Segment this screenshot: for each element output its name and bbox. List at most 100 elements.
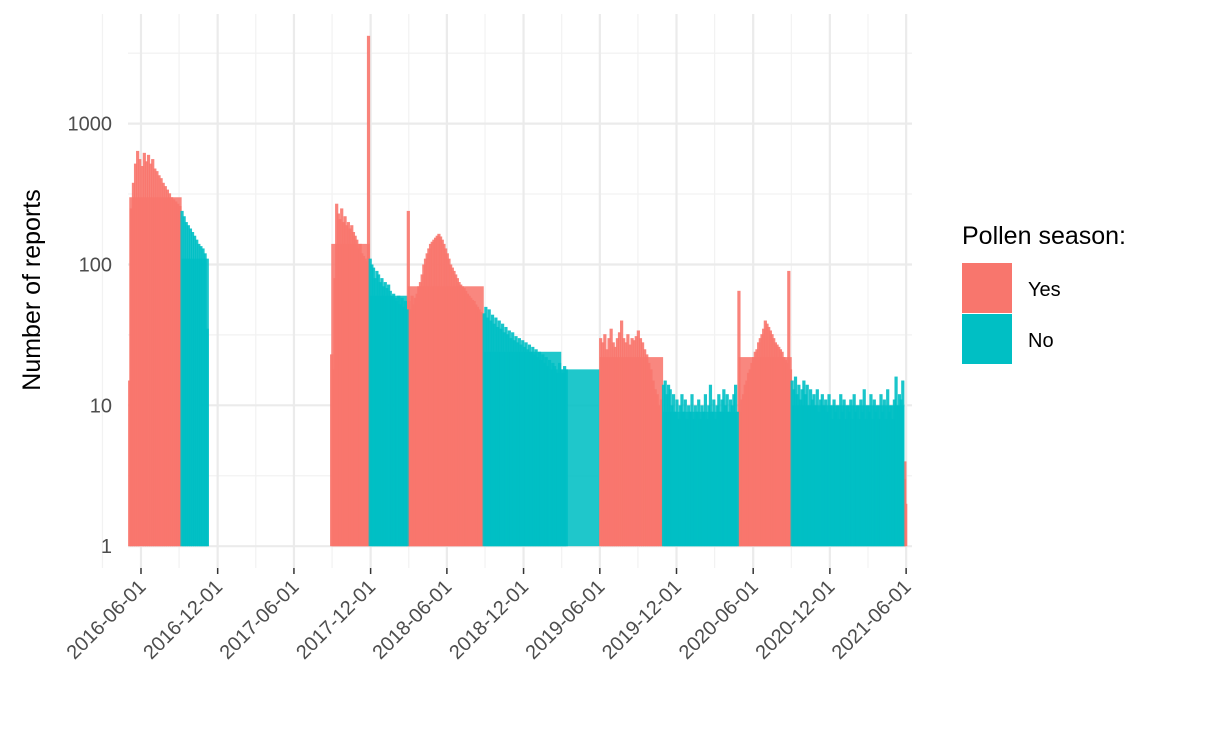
bar-yes bbox=[341, 222, 345, 547]
bar-no bbox=[495, 326, 500, 547]
bar-no bbox=[832, 399, 836, 547]
bar-yes bbox=[743, 384, 747, 547]
bar-no bbox=[199, 246, 203, 547]
bar-no bbox=[484, 306, 488, 547]
bar-no bbox=[871, 418, 875, 547]
bar-yes bbox=[651, 380, 655, 547]
bar-no bbox=[677, 418, 681, 547]
bar-no bbox=[693, 405, 697, 547]
bar-yes bbox=[129, 208, 133, 547]
bar-no bbox=[511, 332, 515, 547]
bar-yes bbox=[413, 297, 418, 547]
x-tick-label: 2021-06-01 bbox=[828, 576, 916, 664]
bar-no bbox=[197, 243, 201, 547]
bar-no bbox=[519, 344, 523, 547]
bar-no bbox=[877, 418, 881, 547]
bar-no bbox=[532, 354, 537, 547]
bar-no bbox=[837, 418, 841, 547]
bar-no bbox=[392, 293, 396, 547]
bar-yes bbox=[772, 338, 776, 547]
bar-no bbox=[371, 267, 376, 547]
bar-no bbox=[812, 394, 816, 547]
bar-no bbox=[844, 418, 848, 547]
bar-yes bbox=[444, 248, 448, 547]
bar-no bbox=[504, 326, 508, 547]
bar-yes bbox=[904, 503, 908, 547]
bar-yes bbox=[655, 394, 659, 547]
bar-no bbox=[390, 295, 394, 547]
bar-no bbox=[723, 405, 728, 547]
bar-no bbox=[527, 344, 532, 547]
x-tick-label: 2016-12-01 bbox=[139, 576, 227, 664]
bar-no bbox=[847, 411, 851, 547]
bar-no bbox=[521, 340, 525, 547]
bar-yes bbox=[408, 309, 413, 547]
bar-no bbox=[517, 338, 521, 547]
bar-no bbox=[822, 405, 826, 547]
bar-no bbox=[790, 380, 794, 547]
bar-no bbox=[541, 354, 545, 547]
bar-yes bbox=[360, 253, 364, 547]
bar-yes bbox=[345, 225, 349, 547]
bar-no bbox=[186, 225, 190, 547]
x-tick-label: 2019-12-01 bbox=[598, 576, 686, 664]
bar-no bbox=[807, 405, 811, 547]
bar-yes bbox=[169, 197, 174, 547]
bar-no bbox=[552, 366, 557, 547]
bar-yes bbox=[330, 354, 334, 547]
bar-no bbox=[695, 411, 699, 547]
bar-no bbox=[872, 399, 876, 547]
bar-no bbox=[382, 286, 386, 547]
bar-no bbox=[814, 405, 818, 547]
bar-yes bbox=[351, 232, 356, 547]
bar-no bbox=[857, 418, 861, 547]
bar-yes bbox=[480, 314, 485, 547]
bar-no bbox=[879, 394, 883, 547]
bar-no bbox=[819, 399, 823, 547]
bar-yes bbox=[410, 295, 414, 547]
bar-no bbox=[544, 357, 548, 547]
bar-yes bbox=[153, 168, 157, 547]
bar-no bbox=[867, 411, 871, 547]
bar-no bbox=[373, 278, 377, 547]
bar-yes bbox=[643, 349, 647, 547]
bar-no bbox=[795, 394, 799, 547]
bar-yes bbox=[442, 243, 446, 547]
bar-no bbox=[529, 351, 533, 547]
bar-yes bbox=[782, 357, 786, 547]
bar-yes bbox=[626, 334, 630, 547]
bar-yes bbox=[607, 338, 611, 547]
bar-no bbox=[899, 399, 903, 547]
bar-yes bbox=[358, 243, 362, 547]
bar-no bbox=[546, 366, 550, 547]
bar-yes bbox=[479, 311, 483, 547]
bar-no bbox=[682, 411, 686, 547]
bar-no bbox=[827, 394, 831, 547]
bar-yes bbox=[346, 222, 351, 547]
bar-no bbox=[894, 376, 898, 547]
bar-yes bbox=[161, 182, 165, 547]
bar-no bbox=[712, 399, 716, 547]
bar-no bbox=[395, 301, 399, 547]
bar-yes bbox=[140, 166, 144, 547]
bar-no bbox=[678, 405, 682, 547]
bar-no bbox=[482, 313, 486, 547]
bar-yes bbox=[423, 258, 428, 547]
bar-no bbox=[792, 389, 796, 547]
bar-yes bbox=[767, 326, 771, 547]
bar-yes bbox=[603, 334, 607, 547]
bar-yes bbox=[470, 299, 475, 547]
bar-no bbox=[835, 405, 840, 547]
bar-yes bbox=[783, 359, 788, 547]
bar-no bbox=[688, 411, 692, 547]
x-tick-label: 2020-06-01 bbox=[675, 576, 763, 664]
bar-no bbox=[708, 384, 713, 547]
bar-yes bbox=[605, 349, 609, 547]
bar-no bbox=[403, 301, 407, 547]
bar-yes bbox=[437, 233, 441, 547]
bar-no bbox=[697, 399, 701, 547]
bar-yes bbox=[361, 255, 366, 547]
bar-no bbox=[561, 372, 565, 547]
bar-yes bbox=[343, 216, 347, 547]
bar-no bbox=[692, 418, 696, 547]
